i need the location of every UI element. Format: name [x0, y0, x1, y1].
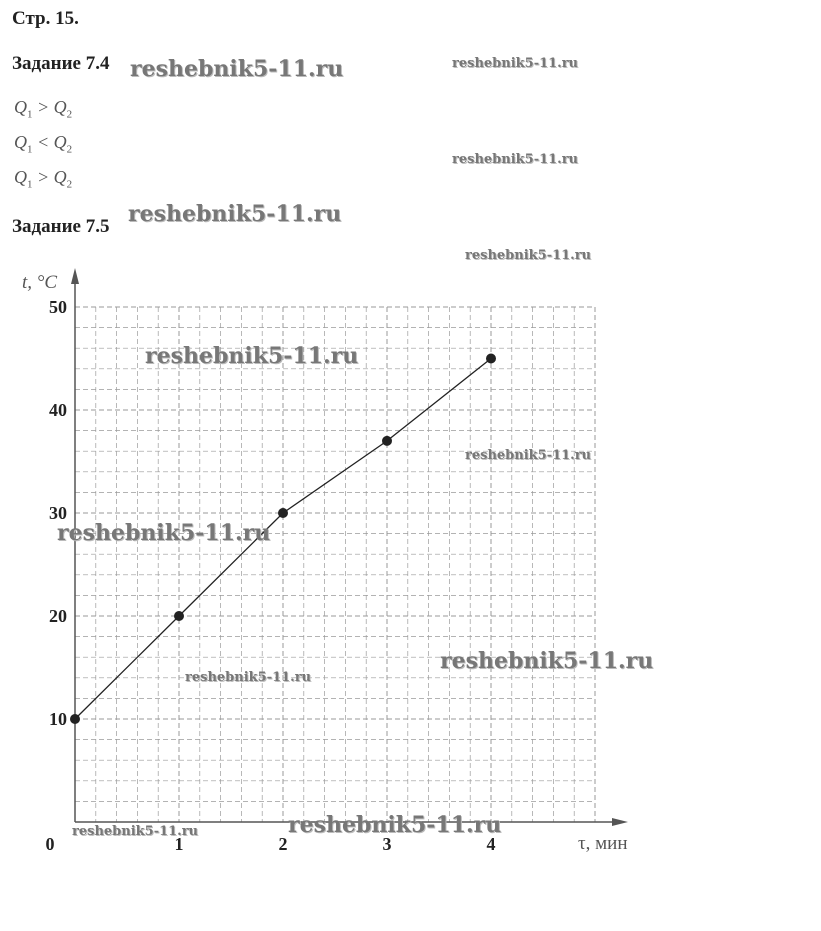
task-7-4-title: Задание 7.4 — [12, 53, 110, 74]
watermark: reshebnik5-11.ru — [130, 56, 344, 82]
watermark: reshebnik5-11.ru — [57, 520, 271, 546]
data-point — [382, 435, 392, 446]
watermark: reshebnik5-11.ru — [72, 824, 199, 839]
task-7-5-title: Задание 7.5 — [12, 216, 110, 237]
data-point — [278, 508, 288, 518]
answer-line: Q1 < Q2 — [14, 132, 73, 156]
watermark: reshebnik5-11.ru — [465, 248, 592, 263]
page-label: Стр. 15. — [12, 8, 79, 29]
answer-line: Q1 > Q2 — [14, 97, 73, 121]
watermark: reshebnik5-11.ru — [452, 56, 579, 71]
data-point — [70, 714, 80, 724]
x-tick-label: 3 — [383, 834, 392, 854]
x-axis-label: τ, мин — [578, 833, 628, 854]
watermark: reshebnik5-11.ru — [185, 670, 312, 685]
watermark: reshebnik5-11.ru — [128, 201, 342, 227]
y-tick-label: 10 — [49, 709, 67, 729]
temperature-chart: 10 20 30 40 50 0 1 2 3 4 t, °C τ, мин — [22, 268, 628, 854]
x-tick-label: 4 — [487, 834, 496, 854]
x-tick-label: 0 — [46, 834, 55, 854]
y-tick-label: 30 — [49, 503, 67, 523]
watermark: reshebnik5-11.ru — [465, 448, 592, 463]
x-tick-label: 1 — [175, 834, 184, 854]
y-axis-arrow-icon — [71, 268, 79, 284]
data-point — [174, 611, 184, 621]
y-tick-label: 40 — [49, 400, 67, 420]
watermark: reshebnik5-11.ru — [145, 343, 359, 369]
watermark: reshebnik5-11.ru — [440, 648, 654, 674]
watermark: reshebnik5-11.ru — [288, 812, 502, 838]
y-axis-label: t, °C — [22, 272, 57, 293]
y-tick-label: 50 — [49, 297, 67, 317]
answer-line: Q1 > Q2 — [14, 167, 73, 191]
y-tick-label: 20 — [49, 606, 67, 626]
data-point — [486, 353, 496, 364]
watermark: reshebnik5-11.ru — [452, 152, 579, 167]
x-tick-label: 2 — [279, 834, 288, 854]
x-axis-arrow-icon — [612, 818, 628, 826]
